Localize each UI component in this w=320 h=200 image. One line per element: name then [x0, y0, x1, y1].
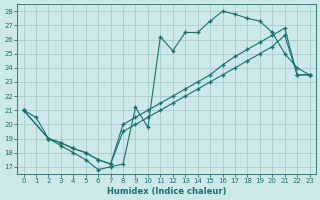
X-axis label: Humidex (Indice chaleur): Humidex (Indice chaleur) — [107, 187, 226, 196]
